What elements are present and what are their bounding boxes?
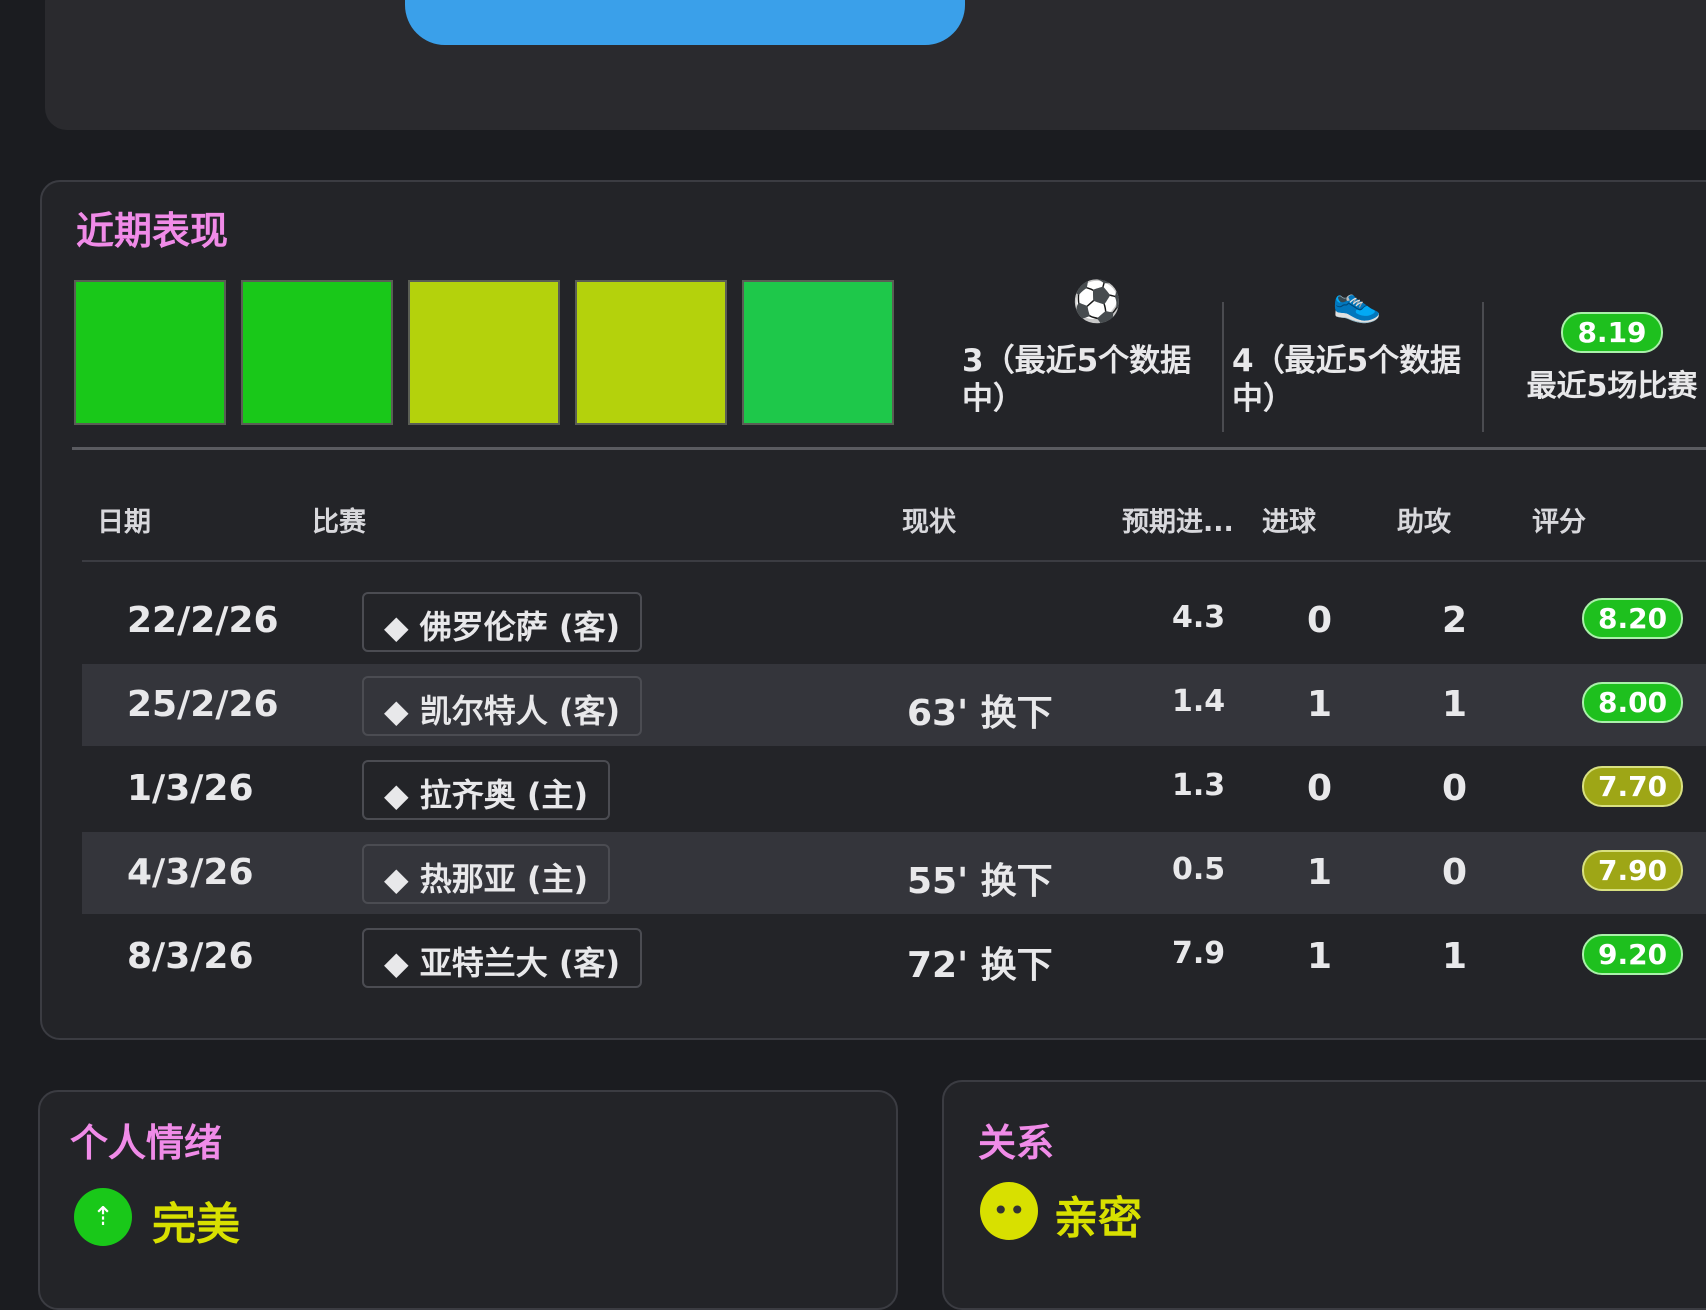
assists-stat-text2: 中） [1232,381,1294,417]
table-row[interactable]: 1/3/26 ◆ 拉齐奥 (主) 1.3 0 0 7.70 [82,748,1706,830]
rating-badge: 7.90 [1582,850,1684,891]
column-header[interactable]: 现状 [902,507,956,538]
boot-icon: 👟 [1332,279,1382,325]
expected-goals: 1.4 [1172,684,1226,719]
assists-stat-text: 4（最近5个数据 [1232,343,1462,379]
divider [72,447,1706,450]
rating-label: 最近5场比赛 [1526,369,1698,404]
table-row[interactable]: 22/2/26 ◆ 佛罗伦萨 (客) 4.3 0 2 8.20 [82,580,1706,662]
assists: 2 [1442,600,1468,641]
goals-stat-text2: 中） [962,381,1024,417]
match-button[interactable]: ◆ 凯尔特人 (客) [362,676,643,736]
rating-badge: 9.20 [1582,934,1684,975]
expected-goals: 1.3 [1172,768,1226,803]
form-box[interactable] [408,280,560,425]
column-header[interactable]: 比赛 [312,507,366,538]
date: 8/3/26 [127,936,254,977]
table-row[interactable]: 25/2/26 ◆ 凯尔特人 (客) 63' 换下 1.4 1 1 8.00 [82,664,1706,746]
expected-goals: 0.5 [1172,852,1226,887]
match-name: 佛罗伦萨 (客) [419,608,621,646]
form-box[interactable] [241,280,393,425]
relationship-panel: 关系 •• 亲密 [942,1080,1706,1310]
form-box[interactable] [742,280,894,425]
recent-form-panel: 近期表现 ⚽ 3（最近5个数据 中） 👟 4（最近5个数据 中） 8.19 最近5场… [40,180,1706,1040]
match-button[interactable]: ◆ 拉齐奥 (主) [362,760,611,820]
status: 72' 换下 [907,945,1053,986]
club-badge-icon: ◆ [384,608,420,646]
club-badge-icon: ◆ [384,860,420,898]
match-button[interactable]: ◆ 佛罗伦萨 (客) [362,592,643,652]
dialog-button[interactable] [405,0,965,45]
table-row[interactable]: 4/3/26 ◆ 热那亚 (主) 55' 换下 0.5 1 0 7.90 [82,832,1706,914]
column-header[interactable]: 预期进... [1122,507,1234,538]
rating-badge: 7.70 [1582,766,1684,807]
column-header[interactable]: 日期 [97,507,151,538]
match-button[interactable]: ◆ 热那亚 (主) [362,844,611,904]
date: 1/3/26 [127,768,254,809]
mood-icon: ⇡ [74,1188,132,1246]
match-name: 亚特兰大 (客) [419,944,621,982]
match-name: 热那亚 (主) [419,860,589,898]
status: 55' 换下 [907,861,1053,902]
goals: 1 [1307,936,1333,977]
match-name: 凯尔特人 (客) [419,692,621,730]
assists: 0 [1442,852,1468,893]
goals: 1 [1307,684,1333,725]
goals: 0 [1307,768,1333,809]
rating-badge: 8.00 [1582,682,1684,723]
date: 4/3/26 [127,852,254,893]
panel-title: 近期表现 [76,209,229,253]
average-rating-badge: 8.19 [1561,312,1663,353]
match-button[interactable]: ◆ 亚特兰大 (客) [362,928,643,988]
club-badge-icon: ◆ [384,776,420,814]
expected-goals: 4.3 [1172,600,1226,635]
table-row[interactable]: 8/3/26 ◆ 亚特兰大 (客) 72' 换下 7.9 1 1 9.20 [82,916,1706,998]
assists: 1 [1442,684,1468,725]
match-name: 拉齐奥 (主) [419,776,589,814]
form-box[interactable] [74,280,226,425]
date: 25/2/26 [127,684,279,725]
status: 63' 换下 [907,693,1053,734]
assists: 0 [1442,768,1468,809]
club-badge-icon: ◆ [384,692,420,730]
goals: 1 [1307,852,1333,893]
relationship-value: 亲密 [1054,1193,1142,1244]
goals: 0 [1307,600,1333,641]
expected-goals: 7.9 [1172,936,1226,971]
rating-badge: 8.20 [1582,598,1684,639]
rating-stat: 8.19 最近5场比赛 [1512,312,1706,405]
assists: 1 [1442,936,1468,977]
goals-stat-text: 3（最近5个数据 [962,343,1192,379]
column-header[interactable]: 进球 [1262,507,1316,538]
form-box[interactable] [575,280,727,425]
club-badge-icon: ◆ [384,944,420,982]
mood-value: 完美 [152,1199,240,1250]
panel-title: 个人情绪 [70,1121,223,1165]
panel-title: 关系 [978,1121,1055,1165]
date: 22/2/26 [127,600,279,641]
column-header[interactable]: 评分 [1532,507,1586,538]
mood-panel: 个人情绪 ⇡ 完美 [38,1090,898,1310]
column-header[interactable]: 助攻 [1397,507,1451,538]
people-icon: •• [980,1182,1038,1240]
football-icon: ⚽ [1072,279,1122,325]
